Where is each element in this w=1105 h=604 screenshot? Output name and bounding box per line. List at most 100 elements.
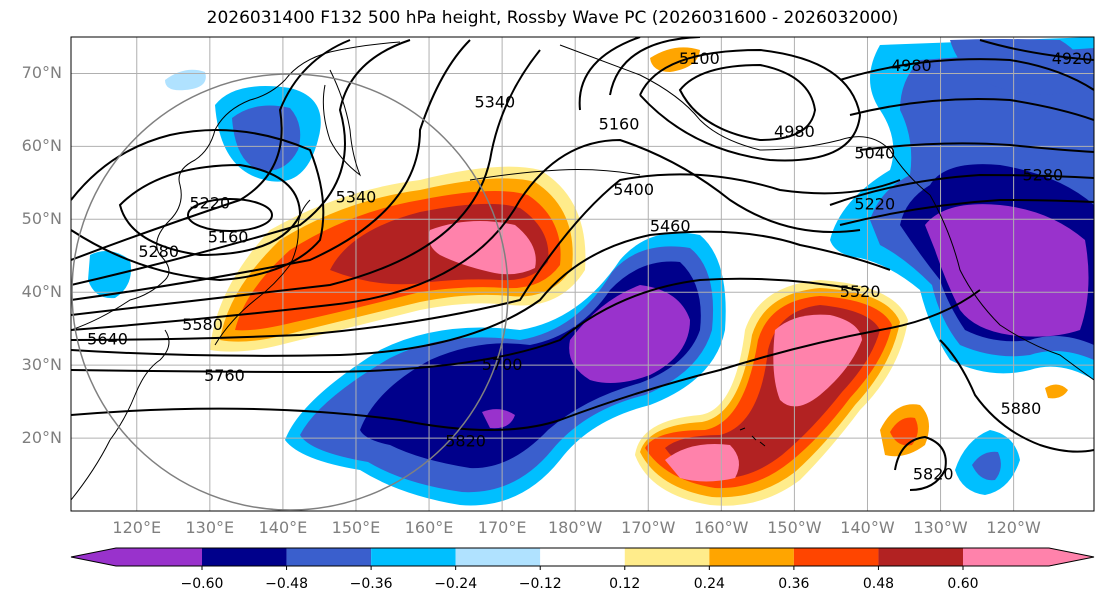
latitude-label: 40°N: [21, 282, 62, 302]
colorbar-tick-label: 0.48: [862, 576, 895, 592]
contour-5400: [71, 39, 411, 286]
contour-label: 5340: [474, 93, 515, 112]
contour-label: 5040: [854, 144, 895, 163]
contour-5160-closed-low: [187, 198, 273, 232]
contour-5820-east: [894, 435, 947, 491]
contour-label: 5640: [87, 330, 128, 349]
contour-label: 5280: [1022, 166, 1063, 185]
region-circle: [71, 73, 509, 511]
contour-5340: [71, 39, 351, 261]
colorbar-swatch: [624, 548, 710, 566]
contour-label: 4980: [774, 122, 815, 141]
negative-anomaly-north-america-core: [925, 204, 1089, 337]
contour-5160: [578, 37, 641, 111]
colorbar-swatch: [793, 548, 879, 566]
positive-anomaly-hawaii-core: [665, 444, 739, 482]
negative-anomaly-subtropical-east-core: [972, 451, 1001, 481]
contour-4980: [678, 63, 817, 142]
negative-anomaly-small-west: [88, 251, 131, 299]
contour-label: 5700: [482, 355, 523, 374]
colorbar-swatch: [709, 548, 794, 566]
contour-label: 5820: [445, 432, 486, 451]
negative-anomaly-central-pacific-spot: [482, 409, 515, 429]
colorbar-tick-label: 0.24: [693, 576, 725, 592]
longitude-label: 140°E: [258, 518, 308, 537]
contour-5100: [609, 37, 701, 96]
colorbar-swatch: [455, 548, 541, 566]
latitude-label: 50°N: [21, 209, 62, 229]
colorbar-tick-label: −0.24: [434, 576, 478, 592]
colorbar-extend-low: [71, 548, 116, 566]
contour-5460: [71, 39, 471, 301]
colorbar-swatch: [116, 548, 202, 566]
colorbar-swatch: [540, 548, 625, 566]
colorbar-tick-label: −0.48: [265, 576, 308, 592]
contour-5520: [71, 49, 541, 316]
contour-north-ne-5: [839, 198, 1094, 226]
longitude-label: 150°E: [331, 518, 381, 537]
contour-5880: [939, 339, 1094, 453]
contour-label: 5520: [840, 282, 881, 301]
colorbar: [70, 547, 1095, 570]
colorbar-swatch: [371, 548, 456, 566]
contour-label: 5220: [854, 195, 895, 214]
contour-label: 5160: [208, 228, 249, 247]
contour-label: 5880: [1001, 399, 1042, 418]
latitude-label: 30°N: [21, 355, 62, 375]
coastline-north-america-west: [929, 194, 1094, 381]
latitude-label: 70°N: [21, 63, 62, 83]
contour-north-ne-2: [849, 98, 1094, 121]
coastline-kamchatka: [322, 69, 362, 177]
longitude-label: 130°E: [185, 518, 235, 537]
contour-5280: [71, 129, 325, 282]
positive-anomaly-california: [1045, 384, 1068, 399]
longitude-label: 180°W: [548, 518, 603, 537]
map-title: 2026031400 F132 500 hPa height, Rossby W…: [206, 8, 899, 28]
contour-label: 5580: [182, 315, 223, 334]
colorbar-extend-high: [1049, 548, 1094, 566]
longitude-label: 130°W: [913, 518, 968, 537]
contour-4920: [979, 39, 1094, 61]
longitude-label: 140°W: [840, 518, 895, 537]
negative-anomaly-okhotsk: [165, 69, 206, 91]
colorbar-swatch: [286, 548, 372, 566]
contour-5820: [71, 289, 981, 431]
contour-labels: 5220 5160 5280 5640 5580 5760 5340 5340 5100 5160…: [87, 49, 1092, 484]
colorbar-swatch: [963, 548, 1049, 566]
longitude-label: 160°W: [694, 518, 749, 537]
colorbar-tick-label: 0.36: [778, 576, 810, 592]
contour-5040: [639, 48, 862, 162]
contour-label: 5280: [138, 242, 179, 261]
colorbar-tick-label: 0.60: [947, 576, 979, 592]
contour-5700: [71, 230, 891, 357]
negative-anomaly-canada-north: [950, 39, 1085, 95]
contour-label: 5100: [679, 49, 720, 68]
latitude-label: 60°N: [21, 136, 62, 156]
contour-5580: [71, 138, 861, 331]
colorbar-swatch: [878, 548, 963, 566]
longitude-label: 120°W: [986, 518, 1041, 537]
contour-5220: [118, 163, 302, 257]
longitude-label: 170°E: [477, 518, 527, 537]
latitude-label: 20°N: [21, 428, 62, 448]
contour-label: 4980: [891, 56, 932, 75]
colorbar-outline: [70, 547, 1095, 567]
colorbar-swatch: [202, 548, 287, 566]
contour-north-ne-3: [859, 142, 1094, 153]
longitude-label: 150°W: [767, 518, 822, 537]
coastline-alaska: [559, 44, 931, 196]
contour-label: 5820: [913, 465, 954, 484]
colorbar-tick-label: 0.12: [609, 576, 641, 592]
contour-label: 5760: [204, 366, 245, 385]
coastline-hawaii: [739, 427, 766, 447]
coastline-china: [71, 329, 170, 501]
colorbar-tick-label: −0.36: [349, 576, 393, 592]
contour-label: 5340: [336, 187, 377, 206]
longitude-label: 170°W: [621, 518, 676, 537]
colorbar-tick-label: −0.60: [180, 576, 224, 592]
longitude-label: 120°E: [112, 518, 162, 537]
colorbar-tick-label: −0.12: [518, 576, 562, 592]
contour-5760: [71, 277, 861, 374]
negative-anomaly-central-pacific-core: [569, 285, 690, 384]
